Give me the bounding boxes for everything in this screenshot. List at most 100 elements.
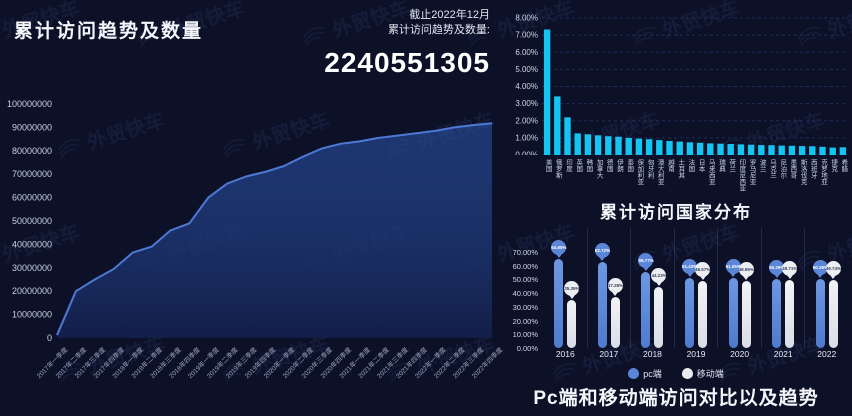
mobile-bar bbox=[567, 299, 577, 348]
country-x-label: 西班牙 bbox=[809, 159, 817, 179]
country-x-label: 乌克兰 bbox=[768, 159, 776, 179]
country-y-tick: 4.00% bbox=[515, 82, 538, 91]
country-bar bbox=[656, 140, 663, 155]
country-x-label: 瑞典 bbox=[717, 159, 725, 172]
mobile-value-balloon: 37.28% bbox=[607, 277, 623, 296]
legend-item-mobile[interactable]: 移动端 bbox=[681, 367, 724, 380]
trend-y-tick: 30000000 bbox=[12, 263, 52, 273]
year-x-label: 2018 bbox=[642, 349, 662, 359]
country-x-label: 美国 bbox=[544, 159, 552, 172]
country-axis-labels: 美国 俄罗斯 印度 英国 韩国 加拿大 德国 伊朗 泰国 保加利亚 匈牙利 澳大利亚 越南 土耳其 法国 日本… bbox=[500, 159, 852, 207]
trend-y-tick: 50000000 bbox=[12, 216, 52, 226]
year-group: 50.29% 49.71% 2021 bbox=[762, 228, 806, 359]
mobile-bar bbox=[828, 279, 838, 348]
country-bar bbox=[584, 134, 592, 155]
year-group: 51.05% 48.95% 2020 bbox=[718, 228, 762, 359]
country-bar bbox=[829, 147, 836, 155]
mobile-bar bbox=[741, 280, 751, 348]
country-y-tick: 7.00% bbox=[515, 31, 538, 40]
country-bar bbox=[758, 145, 765, 155]
country-x-label: 泰国 bbox=[625, 159, 633, 172]
pc-value-balloon: 51.05% bbox=[725, 259, 741, 277]
country-bar bbox=[717, 143, 724, 155]
trend-chart: 0 10000000 20000000 30000000 40000000 5000000… bbox=[0, 88, 505, 411]
country-distribution-panel: 0.00% 1.00% 2.00% 3.00% 4.00% 5.00% 6.00% 7.00%… bbox=[500, 5, 852, 225]
pc-bar bbox=[685, 277, 695, 348]
compare-y-tick: 0.00% bbox=[516, 344, 538, 353]
country-bar bbox=[625, 137, 632, 155]
year-x-label: 2017 bbox=[599, 349, 619, 359]
pc-value-balloon: 50.26% bbox=[812, 260, 828, 279]
country-x-label: 日本 bbox=[697, 159, 705, 172]
year-x-label: 2019 bbox=[686, 349, 706, 359]
country-bar bbox=[768, 145, 775, 155]
country-y-tick: 8.00% bbox=[515, 14, 538, 23]
pc-bar bbox=[641, 271, 651, 348]
trend-area bbox=[57, 123, 492, 338]
mobile-value-balloon: 44.23% bbox=[651, 268, 667, 287]
compare-plot: 64.65% 35.35% 2016 62.72% 37.28% 2017 55.77% 44… bbox=[544, 228, 848, 359]
compare-y-tick: 20.00% bbox=[512, 316, 538, 326]
country-bar bbox=[696, 142, 704, 155]
trend-y-tick: 40000000 bbox=[12, 239, 52, 249]
pc-mobile-panel: 0.00% 10.00% 20.00% 30.00% 40.00% 50.00% 60.00… bbox=[500, 228, 852, 411]
country-x-label: 印度 bbox=[564, 159, 572, 172]
country-bar bbox=[839, 147, 847, 155]
trend-y-tick: 20000000 bbox=[12, 286, 52, 296]
country-y-tick: 0.00% bbox=[515, 151, 538, 156]
country-bar bbox=[747, 144, 755, 155]
trend-line bbox=[56, 122, 493, 336]
compare-y-tick: 60.00% bbox=[512, 261, 538, 271]
summary-asof: 截止2022年12月 bbox=[409, 9, 490, 21]
country-x-label: 匈牙利 bbox=[646, 159, 654, 179]
year-group: 64.65% 35.35% 2016 bbox=[544, 228, 588, 359]
legend-dot-icon bbox=[628, 368, 640, 379]
summary-caption: 累计访问趋势及数量: bbox=[387, 24, 490, 36]
mobile-value-balloon: 48.95% bbox=[738, 261, 754, 280]
country-bar bbox=[543, 29, 551, 155]
mobile-value-balloon: 49.71% bbox=[782, 260, 797, 279]
trend-y-tick: 0 bbox=[47, 333, 52, 343]
country-x-label: 伊朗 bbox=[615, 159, 623, 172]
compare-legend: pc端 移动端 bbox=[500, 367, 852, 380]
country-bar bbox=[554, 96, 561, 155]
pc-bar bbox=[815, 279, 825, 348]
country-x-label: 希腊 bbox=[839, 159, 847, 172]
trend-y-tick: 80000000 bbox=[12, 146, 52, 156]
country-chart: 0.00% 1.00% 2.00% 3.00% 4.00% 5.00% 6.00% 7.00%… bbox=[500, 5, 852, 160]
country-bar bbox=[788, 145, 796, 155]
country-bar bbox=[778, 145, 785, 155]
country-bar bbox=[707, 143, 714, 155]
country-bar bbox=[594, 135, 602, 155]
pc-value-balloon: 55.77% bbox=[638, 252, 654, 271]
legend-item-pc[interactable]: pc端 bbox=[628, 367, 662, 380]
country-x-label: 罗马尼亚 bbox=[748, 159, 756, 185]
country-x-label: 澳大利亚 bbox=[656, 159, 664, 185]
compare-chart-title: Pc端和移动端访问对比以及趋势 bbox=[533, 388, 819, 409]
country-bar bbox=[819, 146, 826, 155]
country-x-label: 越南 bbox=[666, 159, 674, 172]
trend-y-tick: 100000000 bbox=[7, 99, 52, 109]
country-bar bbox=[635, 138, 643, 155]
compare-y-tick: 30.00% bbox=[512, 302, 538, 312]
year-x-label: 2016 bbox=[555, 349, 575, 359]
legend-label: 移动端 bbox=[696, 369, 724, 379]
trend-y-tick: 90000000 bbox=[12, 122, 52, 132]
mobile-value-balloon: 35.35% bbox=[564, 280, 580, 299]
pc-bar bbox=[728, 278, 738, 348]
country-y-tick: 6.00% bbox=[515, 48, 538, 57]
country-bar bbox=[666, 141, 673, 155]
country-bar bbox=[645, 139, 653, 155]
country-x-label: 英国 bbox=[574, 159, 582, 172]
pc-bar bbox=[554, 259, 564, 348]
country-bar bbox=[686, 142, 694, 155]
mobile-bar bbox=[698, 281, 708, 348]
country-bar bbox=[615, 136, 622, 155]
compare-y-tick: 50.00% bbox=[512, 275, 538, 285]
country-y-tick: 5.00% bbox=[515, 65, 538, 74]
compare-y-tick: 10.00% bbox=[512, 330, 538, 340]
country-bar bbox=[564, 117, 571, 155]
country-x-label: 保加利亚 bbox=[635, 159, 643, 185]
summary-block: 截止2022年12月 累计访问趋势及数量: 2240551305 bbox=[260, 8, 490, 79]
